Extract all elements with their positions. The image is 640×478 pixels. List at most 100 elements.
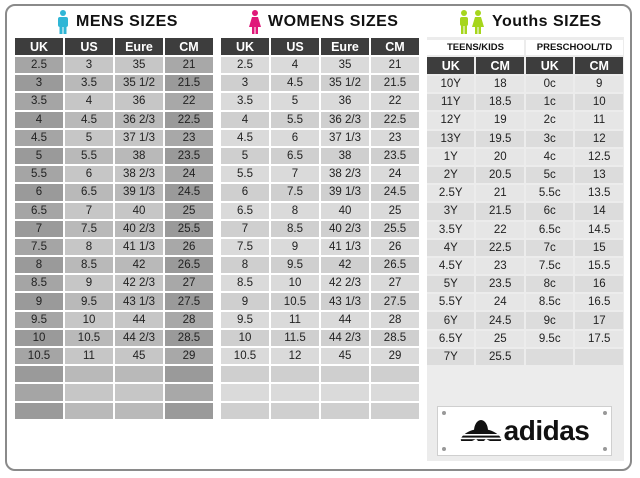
womens-cell [221, 402, 269, 419]
youths-row: 7Y 25.5 [427, 348, 623, 365]
womens-cell: 22 [371, 93, 419, 110]
group-preschool-td: PRESCHOOL/TD [525, 40, 623, 55]
mens-cell: 2.5 [15, 57, 63, 74]
mens-cell: 10 [65, 311, 113, 328]
youths-cell: 3c [525, 130, 574, 147]
womens-cell: 39 1/3 [321, 184, 369, 201]
mens-title-text: MENS SIZES [76, 13, 178, 30]
mens-cell [165, 384, 213, 401]
youths-title-text: Youths SIZES [492, 13, 602, 30]
womens-header-row: UK US Eure CM [221, 38, 419, 55]
youths-cell: 6.5c [525, 221, 574, 238]
youths-cell: 13 [575, 166, 623, 184]
mens-cell: 7.5 [65, 220, 113, 237]
womens-cell: 10.5 [221, 348, 269, 365]
youths-cell: 11 [575, 112, 623, 129]
womens-cell: 24 [371, 166, 419, 183]
mens-cell [165, 366, 213, 383]
womens-row: 3.5 5 36 22 [221, 93, 419, 110]
womens-cell: 25.5 [371, 220, 419, 237]
womens-header-uk: UK [221, 38, 269, 55]
womens-cell: 4.5 [271, 75, 319, 92]
youths-cell: 18.5 [476, 94, 524, 111]
womens-cell: 28 [371, 311, 419, 328]
youths-cell: 20.5 [476, 166, 524, 184]
mens-cell: 43 1/3 [115, 293, 163, 310]
mens-header-cm: CM [165, 38, 213, 55]
womens-cell: 35 [321, 57, 369, 74]
mens-cell: 27 [165, 275, 213, 292]
mens-cell: 8.5 [65, 257, 113, 274]
womens-cell: 37 1/3 [321, 129, 369, 146]
womens-cell: 8.5 [271, 220, 319, 237]
mens-row: 4.5 5 37 1/3 23 [15, 129, 213, 146]
mens-cell: 42 [115, 257, 163, 274]
womens-cell: 40 [321, 202, 369, 219]
youths-cell: 22.5 [476, 239, 524, 256]
youths-row: 3.5Y 22 6.5c 14.5 [427, 221, 623, 238]
mens-cell [65, 402, 113, 419]
youths-cell: 3Y [427, 203, 475, 220]
youths-cell: 25.5 [476, 348, 524, 365]
womens-row: 6.5 8 40 25 [221, 202, 419, 219]
mens-cell: 41 1/3 [115, 238, 163, 256]
womens-cell: 7 [271, 166, 319, 183]
youths-cell: 14 [575, 203, 623, 220]
youths-cell: 12 [575, 130, 623, 147]
mens-cell [15, 384, 63, 401]
mens-cell: 6 [65, 166, 113, 183]
mens-cell: 23.5 [165, 147, 213, 165]
youths-cell: 15.5 [575, 257, 623, 275]
womens-cell: 9 [271, 238, 319, 256]
mens-header-eure: Eure [115, 38, 163, 55]
youths-cell: 15 [575, 239, 623, 256]
mens-cell: 5 [65, 129, 113, 146]
womens-row: 3 4.5 35 1/2 21.5 [221, 75, 419, 92]
mens-title: MENS SIZES [56, 8, 178, 36]
womens-cell: 5 [271, 93, 319, 110]
mens-cell: 29 [165, 348, 213, 365]
mens-cell: 3 [15, 75, 63, 92]
youths-cell: 5.5c [525, 185, 574, 202]
womens-title: WOMENS SIZES [248, 8, 398, 36]
youths-cell: 19 [476, 112, 524, 129]
mens-cell: 4.5 [65, 111, 113, 128]
youths-cell: 13Y [427, 130, 475, 147]
youths-cell: 0c [525, 76, 574, 93]
mens-cell: 26 [165, 238, 213, 256]
youths-cell: 3.5Y [427, 221, 475, 238]
youths-cell: 12.5 [575, 148, 623, 165]
youths-cell [525, 348, 574, 365]
youths-cell: 2Y [427, 166, 475, 184]
womens-cell: 4 [271, 57, 319, 74]
womens-cell: 21 [371, 57, 419, 74]
youths-cell: 21.5 [476, 203, 524, 220]
mens-row: 4 4.5 36 2/3 22.5 [15, 111, 213, 128]
womens-cell: 29 [371, 348, 419, 365]
mens-cell: 26.5 [165, 257, 213, 274]
youths-cell: 7Y [427, 348, 475, 365]
mens-row: 9.5 10 44 28 [15, 311, 213, 328]
youths-cell: 10 [575, 94, 623, 111]
womens-cell: 8 [271, 202, 319, 219]
mens-cell: 8 [15, 257, 63, 274]
mens-cell: 10.5 [15, 348, 63, 365]
womens-cell: 10.5 [271, 293, 319, 310]
youths-cell: 16.5 [575, 294, 623, 311]
mens-cell: 6.5 [15, 202, 63, 219]
youths-header-row: UK CM UK CM [427, 57, 623, 74]
womens-cell: 23.5 [371, 147, 419, 165]
womens-cell [271, 402, 319, 419]
mens-cell: 8 [65, 238, 113, 256]
youths-cell: 6.5Y [427, 330, 475, 347]
adidas-logo: adidas [437, 406, 612, 456]
mens-cell: 36 [115, 93, 163, 110]
mens-cell: 40 [115, 202, 163, 219]
womens-header-cm: CM [371, 38, 419, 55]
womens-header-eure: Eure [321, 38, 369, 55]
mens-cell: 24 [165, 166, 213, 183]
mens-cell: 35 [115, 57, 163, 74]
youths-row: 10Y 18 0c 9 [427, 76, 623, 93]
mens-cell: 39 1/3 [115, 184, 163, 201]
womens-cell: 21.5 [371, 75, 419, 92]
